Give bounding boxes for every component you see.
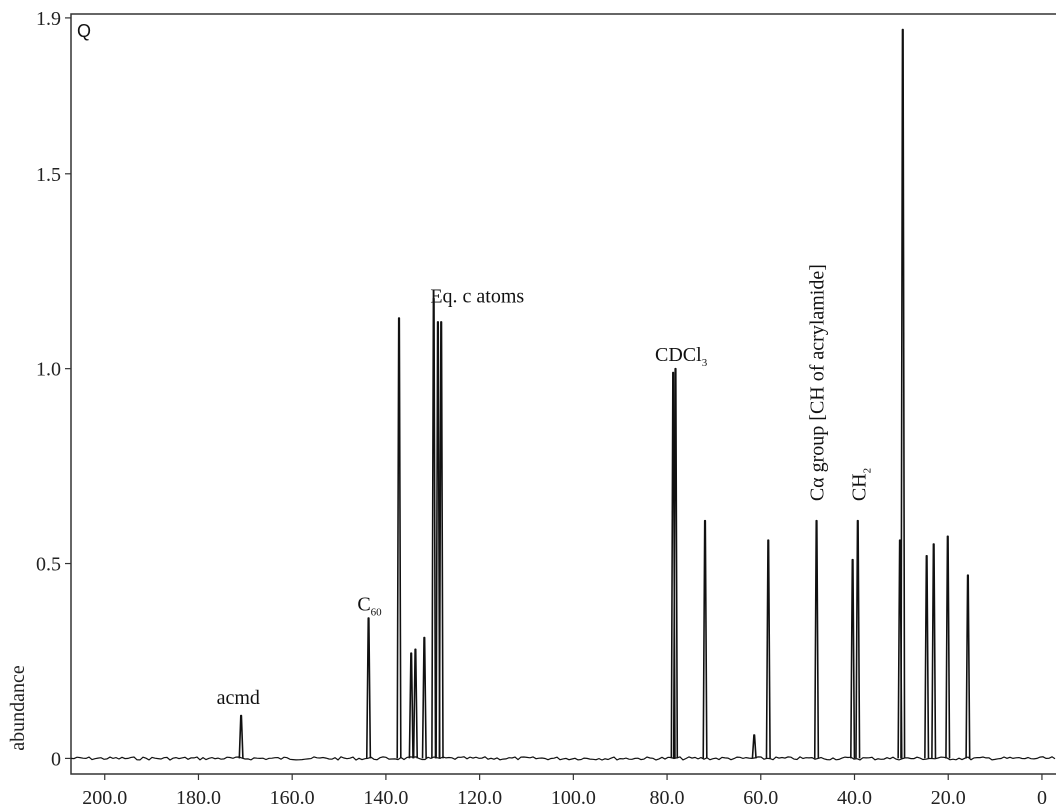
spectrum-peak (672, 367, 679, 759)
annotation-text: CDCl (655, 344, 702, 366)
spectrum-peak (751, 734, 757, 759)
y-axis-label: abundance (7, 665, 29, 751)
x-tick-label: 180.0 (176, 787, 221, 808)
annotation-text: Eq. c atoms (430, 285, 524, 307)
panel-label: Q (77, 21, 91, 41)
x-tick-label: 200.0 (82, 787, 127, 808)
x-tick-label: 100.0 (551, 787, 596, 808)
peak-annotation: C60 (357, 593, 382, 618)
spectrum-peak (421, 636, 427, 759)
annotation-text: CH (848, 473, 870, 501)
x-tick-label: 80.0 (650, 787, 685, 808)
plot-frame (70, 13, 1056, 775)
x-tick-label: 20.0 (931, 787, 966, 808)
spectrum-peak (924, 554, 930, 759)
x-tick-label: 160.0 (270, 787, 315, 808)
y-tick-label: 0.5 (36, 554, 61, 576)
spectrum-peak (431, 297, 437, 759)
x-tick-label: 0 (1037, 787, 1047, 808)
annotation-text: C (357, 593, 370, 615)
spectrum-peak (931, 543, 937, 759)
spectrum-peak (408, 652, 414, 759)
x-axis: 200.0 180.0 160.0 140.0 120.0 100.0 80.0 60.0 40… (82, 774, 1047, 808)
spectrum-peak (702, 519, 708, 759)
y-axis: 0 0.5 1.0 1.5 1.9 (36, 8, 71, 770)
spectrum-baseline (70, 756, 1056, 761)
peak-annotation: Eq. c atoms (430, 285, 524, 307)
spectrum-peak (765, 539, 771, 759)
spectrum-peak (238, 714, 244, 759)
y-tick-label: 0 (51, 748, 61, 770)
annotation-subscript: 2 (861, 468, 873, 474)
spectrum-peak (850, 558, 856, 759)
x-tick-label: 140.0 (363, 787, 408, 808)
spectrum-peak (365, 617, 372, 759)
y-tick-label: 1.9 (36, 8, 61, 30)
peak-annotation: Cα group [CH of acrylamide] (807, 264, 829, 501)
peak-group (238, 28, 971, 759)
annotation-subscript: 60 (371, 606, 383, 618)
spectrum-peak (855, 519, 861, 759)
spectrum-peak (396, 317, 402, 759)
y-tick-label: 1.0 (36, 359, 61, 381)
peak-annotation: CH2 (848, 468, 873, 501)
spectrum-peak (965, 574, 971, 759)
x-tick-label: 120.0 (457, 787, 502, 808)
x-tick-label: 60.0 (743, 787, 778, 808)
annotation-text: Cα group [CH of acrylamide] (807, 264, 829, 501)
annotation-text: acmd (217, 687, 260, 709)
spectrum-peak (945, 535, 951, 759)
spectrum-peak (412, 648, 419, 759)
spectrum-peak (438, 321, 444, 759)
x-tick-label: 40.0 (837, 787, 872, 808)
peak-annotation: CDCl3 (655, 344, 708, 369)
spectrum-peak (900, 28, 906, 759)
y-tick-label: 1.5 (36, 164, 61, 186)
annotation-subscript: 3 (702, 357, 708, 369)
spectrum-peak (813, 519, 820, 759)
peak-annotation: acmd (217, 687, 260, 709)
annotation-group: acmd C60 Eq. c atoms CDCl3 Cα group [CH of a… (217, 264, 874, 709)
spectrum-peak (435, 321, 441, 759)
